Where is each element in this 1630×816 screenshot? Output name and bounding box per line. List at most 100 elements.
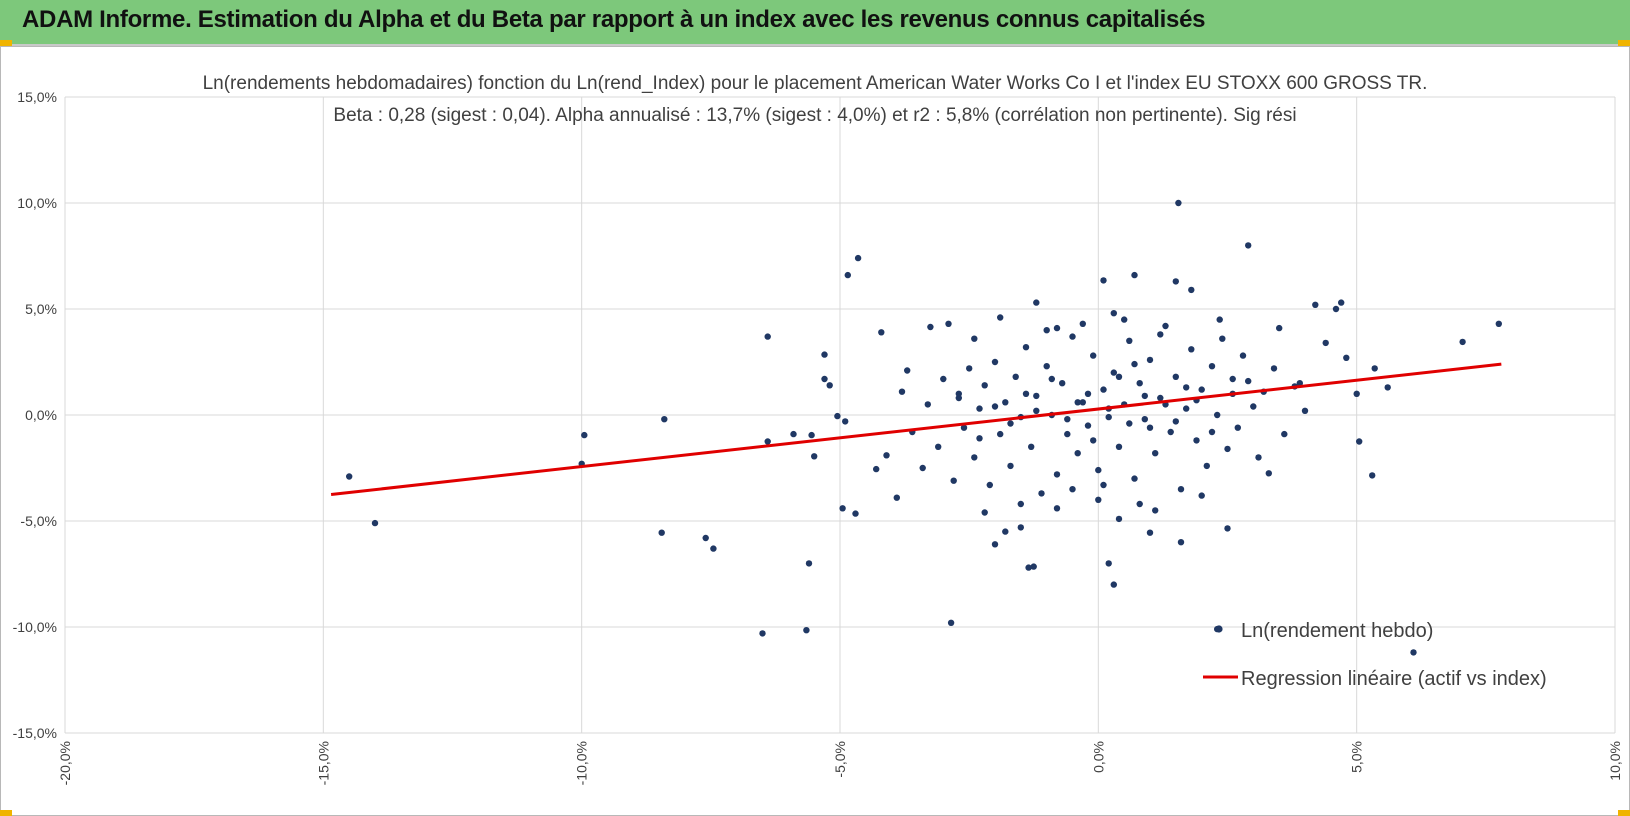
data-point (1069, 486, 1076, 493)
data-point (976, 405, 983, 412)
data-point (1172, 373, 1180, 380)
data-point (710, 545, 717, 552)
data-point (1069, 333, 1076, 340)
data-point (1172, 278, 1180, 285)
data-point (1224, 445, 1231, 453)
y-tick-label: 15,0% (17, 89, 57, 105)
data-point (1095, 466, 1102, 474)
y-tick-label: 5,0% (25, 301, 57, 317)
data-point (1110, 369, 1118, 376)
data-point (808, 431, 815, 439)
legend-marker-points (1215, 625, 1223, 633)
data-point (1090, 437, 1097, 444)
data-point (1234, 424, 1242, 431)
data-point (1105, 413, 1112, 421)
data-point (1059, 380, 1066, 387)
data-point (1131, 271, 1138, 279)
report-title: ADAM Informe. Estimation du Alpha et du … (22, 6, 1206, 33)
data-point (904, 367, 911, 374)
data-point (1322, 339, 1329, 347)
data-point (1371, 365, 1378, 372)
data-point (759, 630, 766, 637)
y-tick-label: 0,0% (25, 407, 57, 423)
corner-marker-bottom-right (1618, 810, 1630, 816)
data-point (1410, 649, 1417, 656)
regression-line (330, 362, 1502, 496)
data-point (893, 494, 900, 501)
data-point (1012, 373, 1019, 380)
data-point (821, 351, 828, 358)
data-point (940, 375, 947, 383)
data-point (1239, 352, 1247, 359)
chart-title-line2: Beta : 0,28 (sigest : 0,04). Alpha annua… (333, 105, 1296, 126)
data-point (1028, 443, 1035, 450)
data-point (1017, 500, 1024, 508)
data-point (1121, 316, 1128, 323)
x-tick-label: -15,0% (315, 741, 331, 785)
data-point (1203, 462, 1211, 470)
x-tick-label: 0,0% (1090, 741, 1106, 773)
data-point (947, 619, 955, 626)
data-point (1053, 505, 1061, 512)
data-point (945, 320, 952, 327)
data-point (1100, 481, 1107, 489)
data-point (1216, 316, 1223, 323)
data-point (1079, 320, 1087, 327)
data-point (991, 358, 999, 366)
data-point (842, 418, 849, 425)
data-point (1214, 411, 1221, 419)
data-point (852, 510, 859, 517)
data-point (1131, 360, 1138, 368)
data-point (805, 560, 813, 567)
data-point (1343, 354, 1350, 361)
y-tick-label: 10,0% (17, 195, 57, 211)
data-point (1312, 301, 1319, 308)
y-tick-label: -15,0% (13, 725, 57, 741)
data-point (1281, 430, 1288, 438)
data-point (1022, 390, 1030, 397)
data-point (1183, 384, 1190, 391)
data-point (1043, 363, 1050, 370)
data-point (1146, 424, 1154, 431)
data-point (1162, 322, 1169, 330)
data-point (844, 271, 851, 279)
data-point (1095, 496, 1102, 503)
data-point (1338, 299, 1345, 306)
data-point (1356, 438, 1363, 445)
data-point (1115, 373, 1123, 380)
data-point (1219, 335, 1226, 342)
data-point (839, 505, 846, 512)
data-point (981, 382, 988, 389)
data-point (1084, 422, 1092, 429)
data-point (371, 519, 379, 527)
data-point (1136, 380, 1143, 387)
data-point (1064, 416, 1071, 423)
data-point (1136, 500, 1143, 508)
data-point (581, 431, 588, 439)
data-point (997, 314, 1004, 321)
data-point (1177, 539, 1185, 546)
data-point (1002, 399, 1009, 406)
data-point (1193, 437, 1200, 444)
data-point (1100, 277, 1107, 284)
data-point (981, 509, 988, 516)
data-point (991, 541, 999, 548)
data-point (878, 329, 885, 336)
data-point (924, 401, 931, 408)
data-point (1007, 462, 1014, 470)
data-point (1033, 299, 1040, 306)
data-point (1276, 324, 1283, 332)
data-point (1175, 199, 1182, 207)
x-tick-label: 5,0% (1349, 741, 1365, 773)
data-point (826, 382, 833, 389)
data-point (854, 254, 862, 262)
data-point (1110, 581, 1118, 588)
corner-marker-top-left (0, 40, 12, 46)
legend-label-points: Ln(rendement hebdo) (1241, 620, 1433, 642)
data-point (971, 454, 978, 461)
data-point (1007, 420, 1014, 427)
data-point (1208, 428, 1216, 436)
data-point (1495, 320, 1503, 327)
data-point (1198, 492, 1205, 499)
